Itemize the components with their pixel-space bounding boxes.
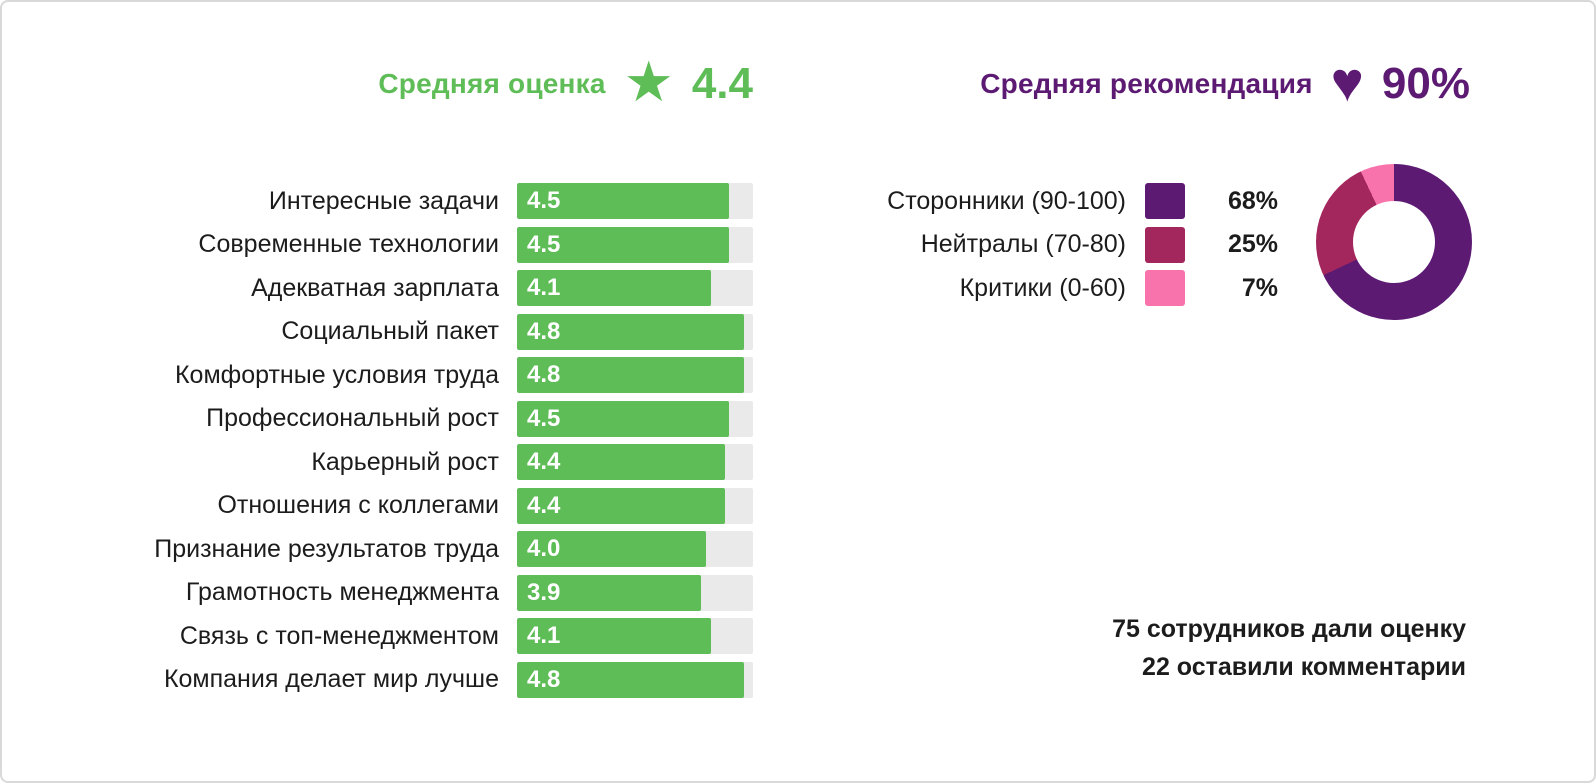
bar-value: 3.9 bbox=[527, 578, 561, 606]
bar-value: 4.5 bbox=[527, 230, 561, 258]
heart-icon: ♥ bbox=[1330, 50, 1364, 113]
bar-row: Компания делает мир лучше 4.8 bbox=[2, 661, 753, 698]
legend-value: 7% bbox=[1241, 273, 1278, 302]
bar-value: 4.5 bbox=[527, 187, 561, 214]
bar-category-label: Интересные задачи bbox=[268, 186, 499, 215]
comments-count: 22 оставили комментарии bbox=[1142, 653, 1466, 681]
bar-track: 4.8 bbox=[517, 313, 753, 350]
average-rating-label: Средняя оценка bbox=[378, 68, 606, 99]
bar-track: 4.5 bbox=[517, 183, 753, 219]
bar-row: Связь с топ-менеджментом 4.1 bbox=[2, 618, 753, 654]
bar-value: 4.8 bbox=[527, 317, 561, 345]
recommendation-label: Средняя рекомендация bbox=[980, 68, 1313, 99]
bar-row: Адекватная зарплата 4.1 bbox=[2, 270, 753, 306]
bar-track: 4.1 bbox=[517, 270, 753, 306]
bar-fill: 4.5 bbox=[517, 226, 730, 263]
bar-row: Интересные задачи 4.5 bbox=[2, 183, 753, 219]
bar-value: 4.8 bbox=[527, 361, 561, 388]
bar-row: Признание результатов труда 4.0 bbox=[2, 531, 753, 567]
raters-count: 75 сотрудников дали оценку bbox=[1112, 615, 1466, 643]
legend-value: 25% bbox=[1227, 230, 1278, 258]
bar-row: Грамотность менеджмента 3.9 bbox=[2, 574, 753, 611]
bar-value: 4.5 bbox=[527, 404, 561, 432]
legend-row: Нейтралы (70-80) 25% bbox=[852, 226, 1278, 263]
bar-value: 4.4 bbox=[527, 448, 561, 475]
star-icon: ★ bbox=[623, 50, 674, 113]
bar-category-label: Карьерный рост bbox=[311, 447, 499, 476]
donut-legend: Сторонники (90-100) 68% Нейтралы (70-80) 25… bbox=[852, 183, 1278, 314]
bar-row: Современные технологии 4.5 bbox=[2, 226, 753, 263]
legend-label: Критики (0-60) bbox=[959, 273, 1126, 302]
bar-track: 4.5 bbox=[517, 400, 753, 437]
bar-track: 4.8 bbox=[517, 661, 753, 698]
legend-row: Сторонники (90-100) 68% bbox=[852, 183, 1278, 219]
bar-track: 4.0 bbox=[517, 531, 753, 567]
ratings-bar-chart: Интересные задачи 4.5 Современные технолог… bbox=[2, 183, 753, 705]
bar-fill: 4.1 bbox=[517, 618, 711, 654]
bar-row: Карьерный рост 4.4 bbox=[2, 444, 753, 480]
bar-row: Социальный пакет 4.8 bbox=[2, 313, 753, 350]
legend-row: Критики (0-60) 7% bbox=[852, 270, 1278, 306]
bar-category-label: Компания делает мир лучше bbox=[163, 665, 499, 693]
legend-value: 68% bbox=[1227, 186, 1278, 215]
bar-track: 4.1 bbox=[517, 618, 753, 654]
bar-fill: 4.4 bbox=[517, 444, 725, 480]
bar-category-label: Признание результатов труда bbox=[154, 534, 499, 563]
bar-category-label: Адекватная зарплата bbox=[251, 273, 499, 302]
bar-row: Отношения с коллегами 4.4 bbox=[2, 487, 753, 524]
bar-value: 4.1 bbox=[527, 622, 561, 649]
bar-category-label: Связь с топ-менеджментом bbox=[179, 621, 499, 650]
donut-hole bbox=[1353, 201, 1435, 283]
bar-category-label: Отношения с коллегами bbox=[217, 491, 499, 519]
donut-chart bbox=[1316, 164, 1472, 320]
bar-category-label: Грамотность менеджмента bbox=[185, 578, 499, 606]
legend-color-swatch bbox=[1145, 270, 1185, 306]
bar-fill: 4.4 bbox=[517, 487, 725, 524]
bar-value: 4.0 bbox=[527, 535, 561, 562]
bar-track: 4.4 bbox=[517, 444, 753, 480]
stats-footer: 75 сотрудников дали оценку 22 оставили к… bbox=[1112, 610, 1466, 686]
bar-value: 4.1 bbox=[527, 274, 561, 301]
bar-track: 4.5 bbox=[517, 226, 753, 263]
bar-category-label: Социальный пакет bbox=[281, 317, 499, 345]
bar-value: 4.8 bbox=[527, 665, 561, 693]
recommendation-value: 90% bbox=[1381, 59, 1470, 108]
bar-fill: 4.8 bbox=[517, 313, 744, 350]
bar-row: Комфортные условия труда 4.8 bbox=[2, 357, 753, 393]
average-rating-header: Средняя оценка ★ 4.4 bbox=[2, 52, 753, 116]
bar-row: Профессиональный рост 4.5 bbox=[2, 400, 753, 437]
bar-fill: 4.8 bbox=[517, 661, 744, 698]
bar-category-label: Современные технологии bbox=[198, 230, 499, 258]
bar-fill: 4.8 bbox=[517, 357, 744, 393]
bar-fill: 4.5 bbox=[517, 183, 730, 219]
bar-category-label: Профессиональный рост bbox=[206, 404, 499, 432]
bar-track: 3.9 bbox=[517, 574, 753, 611]
bar-track: 4.4 bbox=[517, 487, 753, 524]
bar-fill: 3.9 bbox=[517, 574, 702, 611]
bar-value: 4.4 bbox=[527, 491, 561, 519]
average-rating-value: 4.4 bbox=[691, 59, 753, 108]
legend-color-swatch bbox=[1145, 226, 1185, 263]
bar-fill: 4.0 bbox=[517, 531, 706, 567]
recommendation-header: Средняя рекомендация ♥ 90% bbox=[847, 52, 1470, 116]
legend-color-swatch bbox=[1145, 183, 1185, 219]
bar-track: 4.8 bbox=[517, 357, 753, 393]
bar-category-label: Комфортные условия труда bbox=[174, 360, 499, 389]
legend-label: Нейтралы (70-80) bbox=[920, 230, 1126, 258]
legend-label: Сторонники (90-100) bbox=[887, 186, 1126, 215]
bar-fill: 4.5 bbox=[517, 400, 730, 437]
bar-fill: 4.1 bbox=[517, 270, 711, 306]
